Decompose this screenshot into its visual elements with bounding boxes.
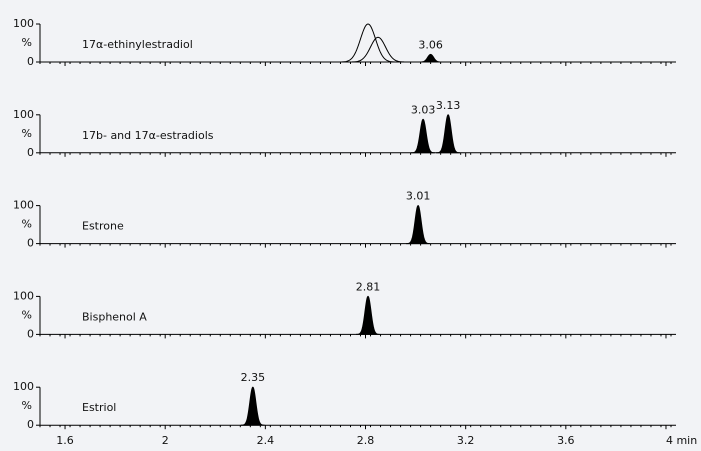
peak-label: 3.13: [436, 99, 461, 112]
y-label: %: [22, 36, 32, 49]
peak-label: 3.06: [418, 38, 443, 51]
y-label: %: [22, 127, 32, 140]
panel-title: 17b- and 17α-estradiols: [82, 129, 214, 142]
y-tick-label: 100: [13, 17, 34, 30]
peak-label: 2.81: [356, 280, 381, 293]
x-tick-label: 3.6: [557, 434, 575, 447]
peak-label: 3.01: [406, 190, 431, 203]
peak-label: 2.35: [241, 371, 266, 384]
x-tick-label: 2.8: [357, 434, 375, 447]
peak-outline: [337, 23, 398, 63]
x-tick-label: 2: [162, 434, 169, 447]
peak-filled: [406, 205, 430, 245]
y-label: %: [22, 399, 32, 412]
y-tick-label: 100: [13, 380, 34, 393]
x-tick-label: 1.6: [56, 434, 74, 447]
x-tick-label: 3.2: [457, 434, 475, 447]
y-label: %: [22, 308, 32, 321]
panel-title: Estrone: [82, 220, 124, 233]
panel-title: Estriol: [82, 401, 116, 414]
peak-filled: [436, 114, 460, 154]
x-tick-label: 4 min: [666, 434, 697, 447]
y-tick-label: 0: [27, 327, 34, 340]
y-tick-label: 100: [13, 199, 34, 212]
y-tick-label: 0: [27, 237, 34, 250]
panel-title: 17α-ethinylestradiol: [82, 38, 193, 51]
y-tick-label: 0: [27, 146, 34, 159]
peak-filled: [355, 295, 380, 335]
peak-filled: [240, 386, 265, 426]
y-tick-label: 0: [27, 418, 34, 431]
peak-outline: [347, 36, 408, 63]
y-tick-label: 100: [13, 289, 34, 302]
peak-filled: [411, 118, 435, 154]
peak-label: 3.03: [411, 103, 436, 116]
y-tick-label: 0: [27, 55, 34, 68]
x-tick-label: 2.4: [257, 434, 275, 447]
peak-filled: [418, 53, 443, 63]
y-tick-label: 100: [13, 108, 34, 121]
y-label: %: [22, 218, 32, 231]
panel-title: Bisphenol A: [82, 310, 147, 323]
